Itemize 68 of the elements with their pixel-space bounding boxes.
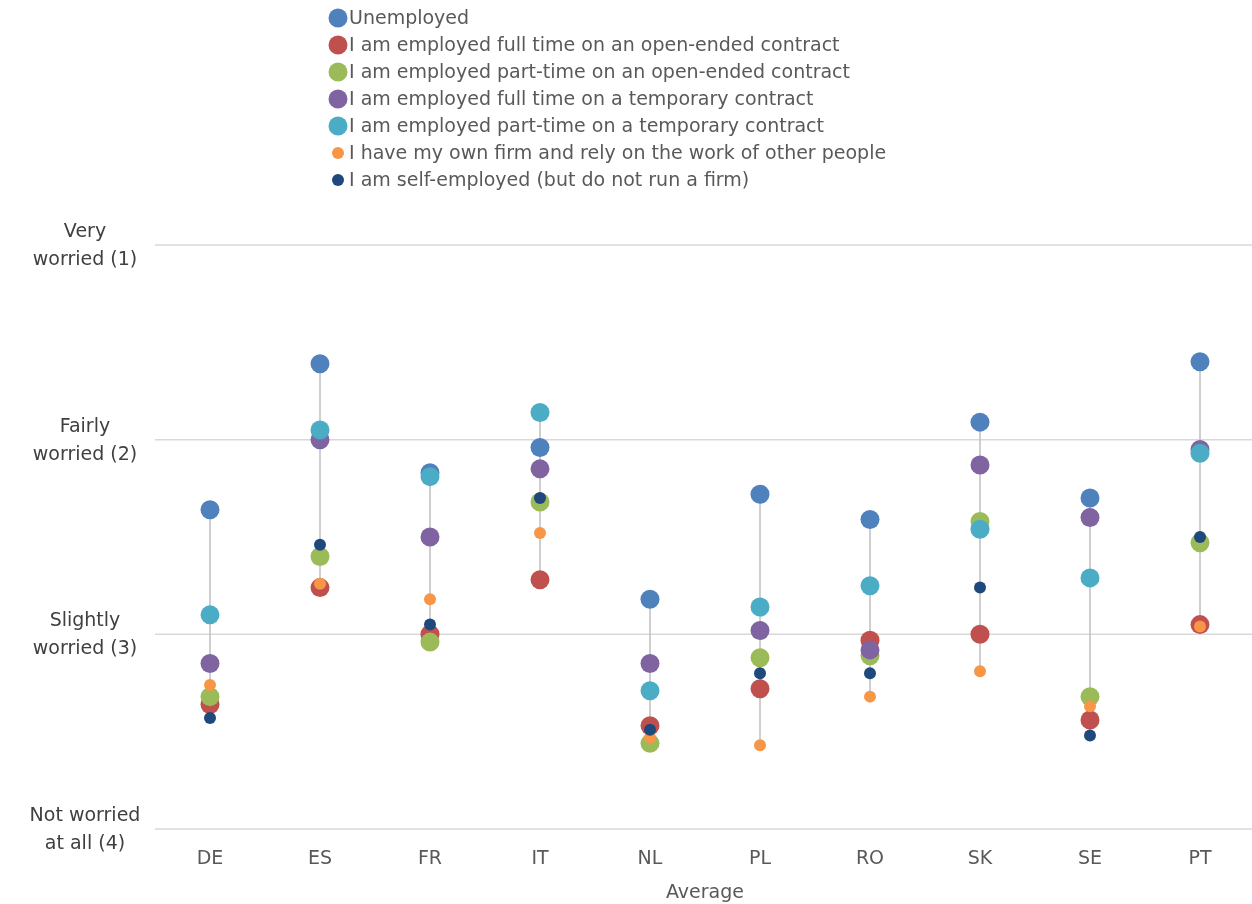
point	[1194, 531, 1206, 543]
x-tick-label: SK	[967, 846, 993, 868]
point	[204, 712, 216, 725]
x-tick-label: PL	[748, 846, 772, 868]
x-tick-label: ES	[307, 846, 333, 868]
point	[424, 593, 436, 606]
point	[534, 527, 546, 540]
point	[200, 500, 220, 520]
y-tick-label: Fairly worried (2)	[32, 413, 138, 464]
point	[754, 739, 766, 752]
point	[1080, 710, 1100, 730]
point	[750, 620, 770, 640]
point	[974, 665, 986, 678]
point	[970, 412, 990, 432]
point	[750, 484, 770, 504]
x-tick-label: DE	[196, 846, 224, 868]
x-tick-label: PT	[1188, 846, 1212, 868]
y-tick-label: Very worried (1)	[32, 218, 138, 269]
x-axis-title: Average	[665, 880, 745, 902]
point	[1080, 488, 1100, 508]
point	[530, 570, 550, 590]
point	[860, 640, 880, 660]
point	[864, 667, 876, 680]
legend-label: I am employed full time on an open-ended contract	[349, 32, 840, 55]
point	[1190, 352, 1210, 372]
point	[1080, 508, 1100, 528]
legend-label: I am employed part-time on a temporary contract	[349, 113, 824, 136]
y-tick-label: Slightly worried (3)	[32, 607, 138, 658]
legend-label: I am self-employed (but do not run a firm)	[349, 167, 750, 190]
point	[310, 354, 330, 374]
x-tick-label: SE	[1077, 846, 1103, 868]
point	[750, 648, 770, 668]
point	[750, 597, 770, 617]
legend-label: I am employed full time on a temporary contract	[349, 86, 814, 109]
point	[970, 455, 990, 475]
point	[530, 459, 550, 479]
legend-label: I am employed part-time on an open-ended contract	[349, 59, 851, 82]
point	[860, 576, 880, 596]
point	[754, 667, 766, 680]
point	[974, 581, 986, 594]
x-tick-label: RO	[855, 846, 885, 868]
point	[640, 589, 660, 609]
point	[200, 654, 220, 674]
point	[864, 690, 876, 703]
y-tick-label: Not worried at all (4)	[29, 802, 141, 853]
point	[200, 605, 220, 625]
point	[750, 679, 770, 699]
point	[424, 618, 436, 631]
point	[860, 509, 880, 529]
point	[420, 632, 440, 652]
legend-label: Unemployed	[349, 5, 470, 28]
point	[420, 527, 440, 547]
x-tick-label: IT	[531, 846, 549, 868]
point	[1080, 568, 1100, 588]
point	[1084, 729, 1096, 742]
point	[530, 437, 550, 457]
point	[204, 678, 216, 691]
legend-label: I have my own firm and rely on the work of other people	[349, 140, 887, 163]
point	[970, 519, 990, 539]
point	[310, 420, 330, 440]
point	[1084, 700, 1096, 713]
point	[640, 654, 660, 674]
point	[314, 538, 326, 551]
x-tick-label: NL	[637, 846, 663, 868]
point	[530, 402, 550, 422]
x-tick-label: FR	[417, 846, 443, 868]
point	[970, 624, 990, 644]
point	[640, 681, 660, 701]
